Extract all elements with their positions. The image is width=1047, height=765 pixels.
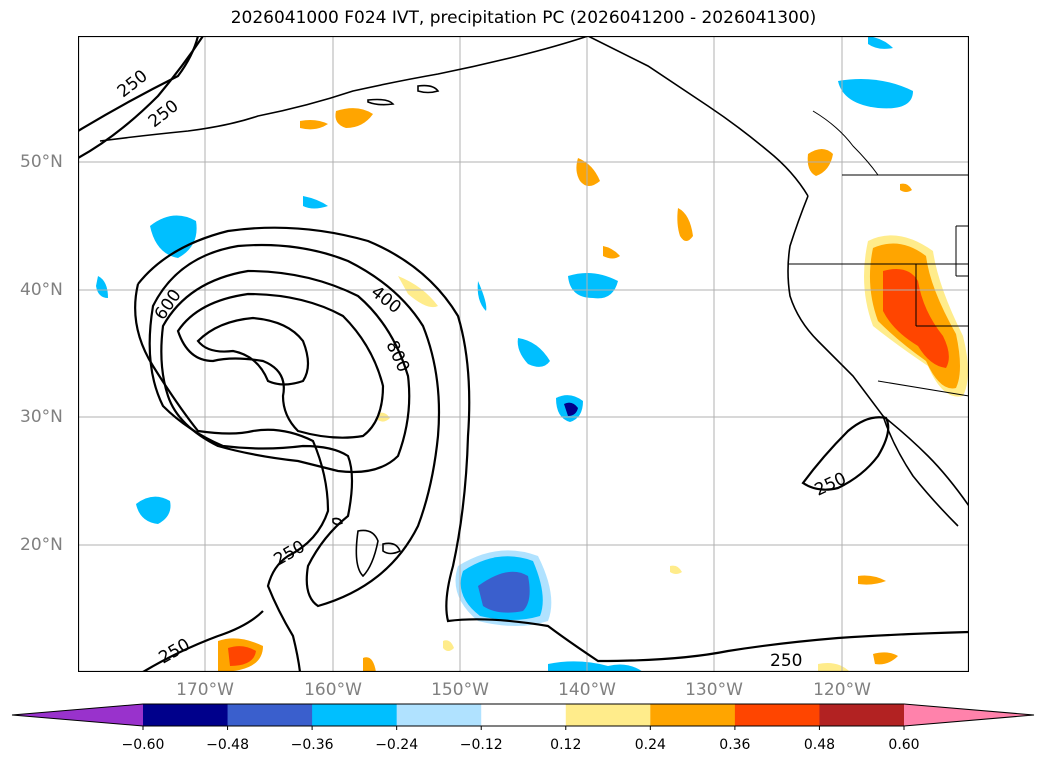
lon-label-130w: 130°W xyxy=(685,680,743,700)
precip-blob-blue xyxy=(303,196,328,209)
ivt-contour-inner xyxy=(196,316,310,386)
colorbar xyxy=(11,703,1035,730)
colorbar-extend-left xyxy=(12,704,143,726)
precip-blob-orange xyxy=(443,640,454,651)
colorbar-tick-label: −0.12 xyxy=(459,737,503,753)
colorbar-swatch xyxy=(565,704,651,726)
precip-blob-blue xyxy=(136,496,171,524)
lon-label-140w: 140°W xyxy=(558,680,616,700)
colorbar-tick-label: −0.24 xyxy=(375,737,419,753)
lat-label-30n: 30°N xyxy=(20,407,63,427)
colorbar-swatch xyxy=(819,704,905,726)
colorbar-tick-label: 0.48 xyxy=(803,737,836,753)
ivt-contour-400 xyxy=(148,243,441,608)
precip-blob-orange xyxy=(300,120,328,130)
map-border xyxy=(78,36,969,672)
political-borders xyxy=(788,110,969,397)
coastline-baja xyxy=(882,415,959,527)
ivt-contour-600 xyxy=(160,269,411,474)
precip-blob-blue xyxy=(96,276,108,298)
colorbar-swatch xyxy=(650,704,736,726)
colorbar-tick-label: 0.24 xyxy=(634,737,666,753)
precip-blob-blue xyxy=(517,338,550,367)
precip-blob-orange xyxy=(603,246,620,259)
colorbar-swatch xyxy=(734,704,820,726)
map-plot: 250 250 600 400 800 250 250 250 250 xyxy=(78,36,969,672)
lon-label-120w: 120°W xyxy=(813,680,871,700)
precip-blob-orange xyxy=(363,657,376,672)
precip-blob-blue xyxy=(477,281,487,311)
ivt-contour-250 xyxy=(78,36,200,132)
colorbar-tick-label: 0.12 xyxy=(550,737,582,753)
precip-blob-orange xyxy=(858,575,886,585)
negative-precip-areas xyxy=(96,36,913,672)
island-small xyxy=(367,98,395,106)
lat-label-40n: 40°N xyxy=(20,280,63,300)
ivt-contour-250 xyxy=(134,283,330,672)
island-hawaii xyxy=(355,529,379,578)
ivt-contour-250-coast xyxy=(801,416,890,491)
ivt-contour-250 xyxy=(142,610,264,672)
island-hawaii-small xyxy=(382,542,402,555)
precip-blob-orange xyxy=(228,646,256,666)
precip-blob-orange xyxy=(576,158,600,186)
map-title: 2026041000 F024 IVT, precipitation PC (2… xyxy=(230,8,817,28)
precip-blob-orange xyxy=(670,565,682,574)
lon-label-150w: 150°W xyxy=(431,680,489,700)
ivt-contour-800 xyxy=(176,292,385,439)
precip-blob-blue xyxy=(608,664,643,672)
contour-label: 250 xyxy=(770,651,802,671)
colorbar-swatch xyxy=(312,704,398,726)
coastline-alaska xyxy=(99,36,589,142)
coastline-west-coast xyxy=(787,195,969,507)
precip-blob-orange xyxy=(335,108,373,128)
precip-blob-blue xyxy=(478,571,530,613)
colorbar-swatch xyxy=(481,704,567,726)
colorbar-tick-label: 0.60 xyxy=(888,737,920,753)
precip-blob-orange xyxy=(873,652,898,665)
precip-blob-blue xyxy=(868,36,893,49)
precip-blob-blue xyxy=(548,661,608,672)
precip-blob-blue xyxy=(838,78,913,109)
colorbar-swatch xyxy=(396,704,482,726)
ivt-contour-250 xyxy=(137,226,969,663)
colorbar-tick-label: −0.48 xyxy=(206,737,249,753)
precip-blob-orange xyxy=(677,208,693,241)
precip-blob-orange xyxy=(398,276,438,308)
coastlines xyxy=(99,36,969,578)
colorbar-tick-label: −0.60 xyxy=(121,737,165,753)
colorbar-swatch xyxy=(143,704,229,726)
lon-label-170w: 170°W xyxy=(176,680,234,700)
colorbar-tick-label: −0.36 xyxy=(290,737,334,753)
lat-label-20n: 20°N xyxy=(20,535,63,555)
precip-blob-blue xyxy=(568,272,618,299)
coastline-gulf-of-alaska xyxy=(587,36,809,197)
precip-blob-blue xyxy=(564,402,578,416)
colorbar-swatch xyxy=(227,704,313,726)
map-gridlines xyxy=(78,36,969,672)
colorbar-tick-label: 0.36 xyxy=(719,737,751,753)
island-small xyxy=(332,517,343,526)
lon-label-160w: 160°W xyxy=(304,680,362,700)
island-small xyxy=(417,84,440,94)
colorbar-extend-right xyxy=(904,704,1034,726)
lat-label-50n: 50°N xyxy=(20,152,63,172)
ivt-contours xyxy=(78,36,969,672)
precip-blob-orange xyxy=(900,183,912,192)
ivt-contour-250 xyxy=(78,36,204,159)
